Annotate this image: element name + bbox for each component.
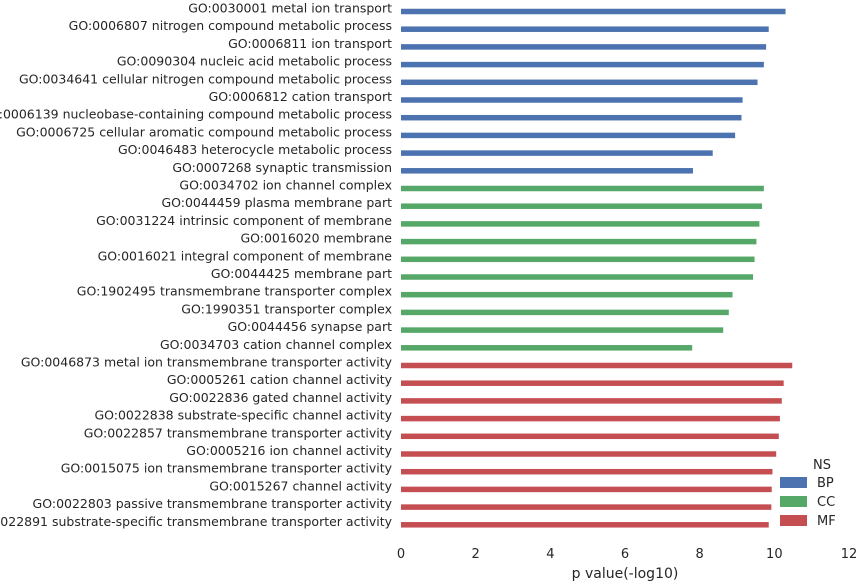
- x-tick-label: 0: [397, 547, 405, 562]
- x-tick-label: 10: [766, 547, 783, 562]
- bar-bp: [401, 168, 693, 174]
- category-label: GO:0034703 cation channel complex: [160, 337, 392, 352]
- category-label: GO:0034641 cellular nitrogen compound me…: [19, 71, 392, 86]
- bar-cc: [401, 238, 757, 245]
- category-label: GO:0005261 cation channel activity: [167, 372, 393, 387]
- bar-mf: [401, 451, 777, 457]
- bar-mf: [401, 433, 779, 440]
- bar-mf: [401, 398, 782, 404]
- legend-label-mf: MF: [817, 514, 836, 529]
- category-label: GO:0046873 metal ion transmembrane trans…: [21, 355, 393, 370]
- x-tick-label: 8: [696, 547, 704, 562]
- bar-cc: [401, 185, 764, 192]
- category-label: GO:0034702 ion channel complex: [179, 178, 392, 193]
- legend-swatch-cc: [780, 496, 807, 507]
- bar-mf: [401, 415, 780, 422]
- bar-cc: [401, 221, 760, 227]
- legend: NS BP CC MF: [780, 458, 836, 529]
- category-label: GO:0022836 gated channel activity: [169, 390, 392, 405]
- bars-layer: [401, 8, 793, 528]
- x-axis: 0 2 4 6 8 10 12: [397, 547, 857, 562]
- legend-swatch-bp: [780, 477, 807, 488]
- bar-cc: [401, 274, 754, 280]
- bar-mf: [401, 468, 773, 475]
- bar-mf: [401, 362, 793, 369]
- x-tick-label: 6: [621, 547, 629, 562]
- category-label: GO:1990351 transporter complex: [181, 301, 392, 316]
- x-tick-label: 12: [841, 547, 858, 562]
- legend-swatch-mf: [780, 515, 807, 526]
- bar-bp: [401, 79, 758, 86]
- legend-label-cc: CC: [817, 495, 835, 510]
- category-label: GO:0044456 synapse part: [228, 319, 392, 334]
- category-label: GO:0022838 substrate-specific channel ac…: [94, 408, 392, 423]
- category-label: GO:0044425 membrane part: [211, 266, 392, 281]
- category-label: GO:0006807 nitrogen compound metabolic p…: [69, 18, 392, 33]
- category-label: GO:0022803 passive transmembrane transpo…: [33, 496, 393, 511]
- bar-cc: [401, 256, 755, 263]
- x-axis-label: p value(-log10): [572, 566, 679, 582]
- category-label: GO:0022891 substrate-specific transmembr…: [0, 514, 393, 529]
- category-label: GO:0031224 intrinsic component of membra…: [96, 213, 392, 228]
- category-label: GO:0044459 plasma membrane part: [161, 195, 392, 210]
- category-label: GO:0030001 metal ion transport: [188, 1, 392, 16]
- category-label: GO:0006139 nucleobase-containing compoun…: [0, 107, 392, 122]
- category-label: GO:0006725 cellular aromatic compound me…: [16, 124, 392, 139]
- category-label: GO:0016020 membrane: [240, 231, 392, 246]
- category-label: GO:0022857 transmembrane transporter act…: [84, 425, 393, 440]
- bar-cc: [401, 327, 724, 333]
- category-label: GO:0090304 nucleic acid metabolic proces…: [117, 54, 392, 69]
- bar-bp: [401, 114, 742, 121]
- bar-bp: [401, 150, 713, 156]
- category-label: GO:0015267 channel activity: [209, 478, 392, 493]
- x-tick-label: 2: [472, 547, 480, 562]
- bar-mf: [401, 504, 772, 510]
- bar-bp: [401, 61, 764, 68]
- category-label: GO:0006811 ion transport: [228, 36, 392, 51]
- bar-cc: [401, 345, 693, 351]
- bar-bp: [401, 132, 736, 139]
- category-label: GO:0016021 integral component of membran…: [98, 248, 393, 263]
- category-label: GO:0015075 ion transmembrane transporter…: [61, 461, 393, 476]
- bar-bp: [401, 44, 767, 50]
- category-labels: GO:0030001 metal ion transport GO:0006807…: [0, 1, 393, 529]
- x-tick-label: 4: [546, 547, 554, 562]
- bar-mf: [401, 486, 772, 493]
- category-label: GO:0007268 synaptic transmission: [172, 160, 392, 175]
- category-label: GO:0046483 heterocycle metabolic process: [118, 142, 392, 157]
- legend-label-bp: BP: [817, 476, 834, 491]
- bar-bp: [401, 97, 743, 103]
- bar-cc: [401, 309, 729, 316]
- legend-title: NS: [813, 458, 831, 473]
- category-label: GO:0006812 cation transport: [209, 89, 392, 104]
- bar-bp: [401, 8, 786, 15]
- bar-mf: [401, 380, 784, 386]
- bar-cc: [401, 291, 733, 298]
- bar-cc: [401, 203, 763, 209]
- bar-bp: [401, 26, 769, 32]
- category-label: GO:0005216 ion channel activity: [186, 443, 392, 458]
- category-label: GO:1902495 transmembrane transporter com…: [77, 284, 392, 299]
- bar-mf: [401, 522, 769, 528]
